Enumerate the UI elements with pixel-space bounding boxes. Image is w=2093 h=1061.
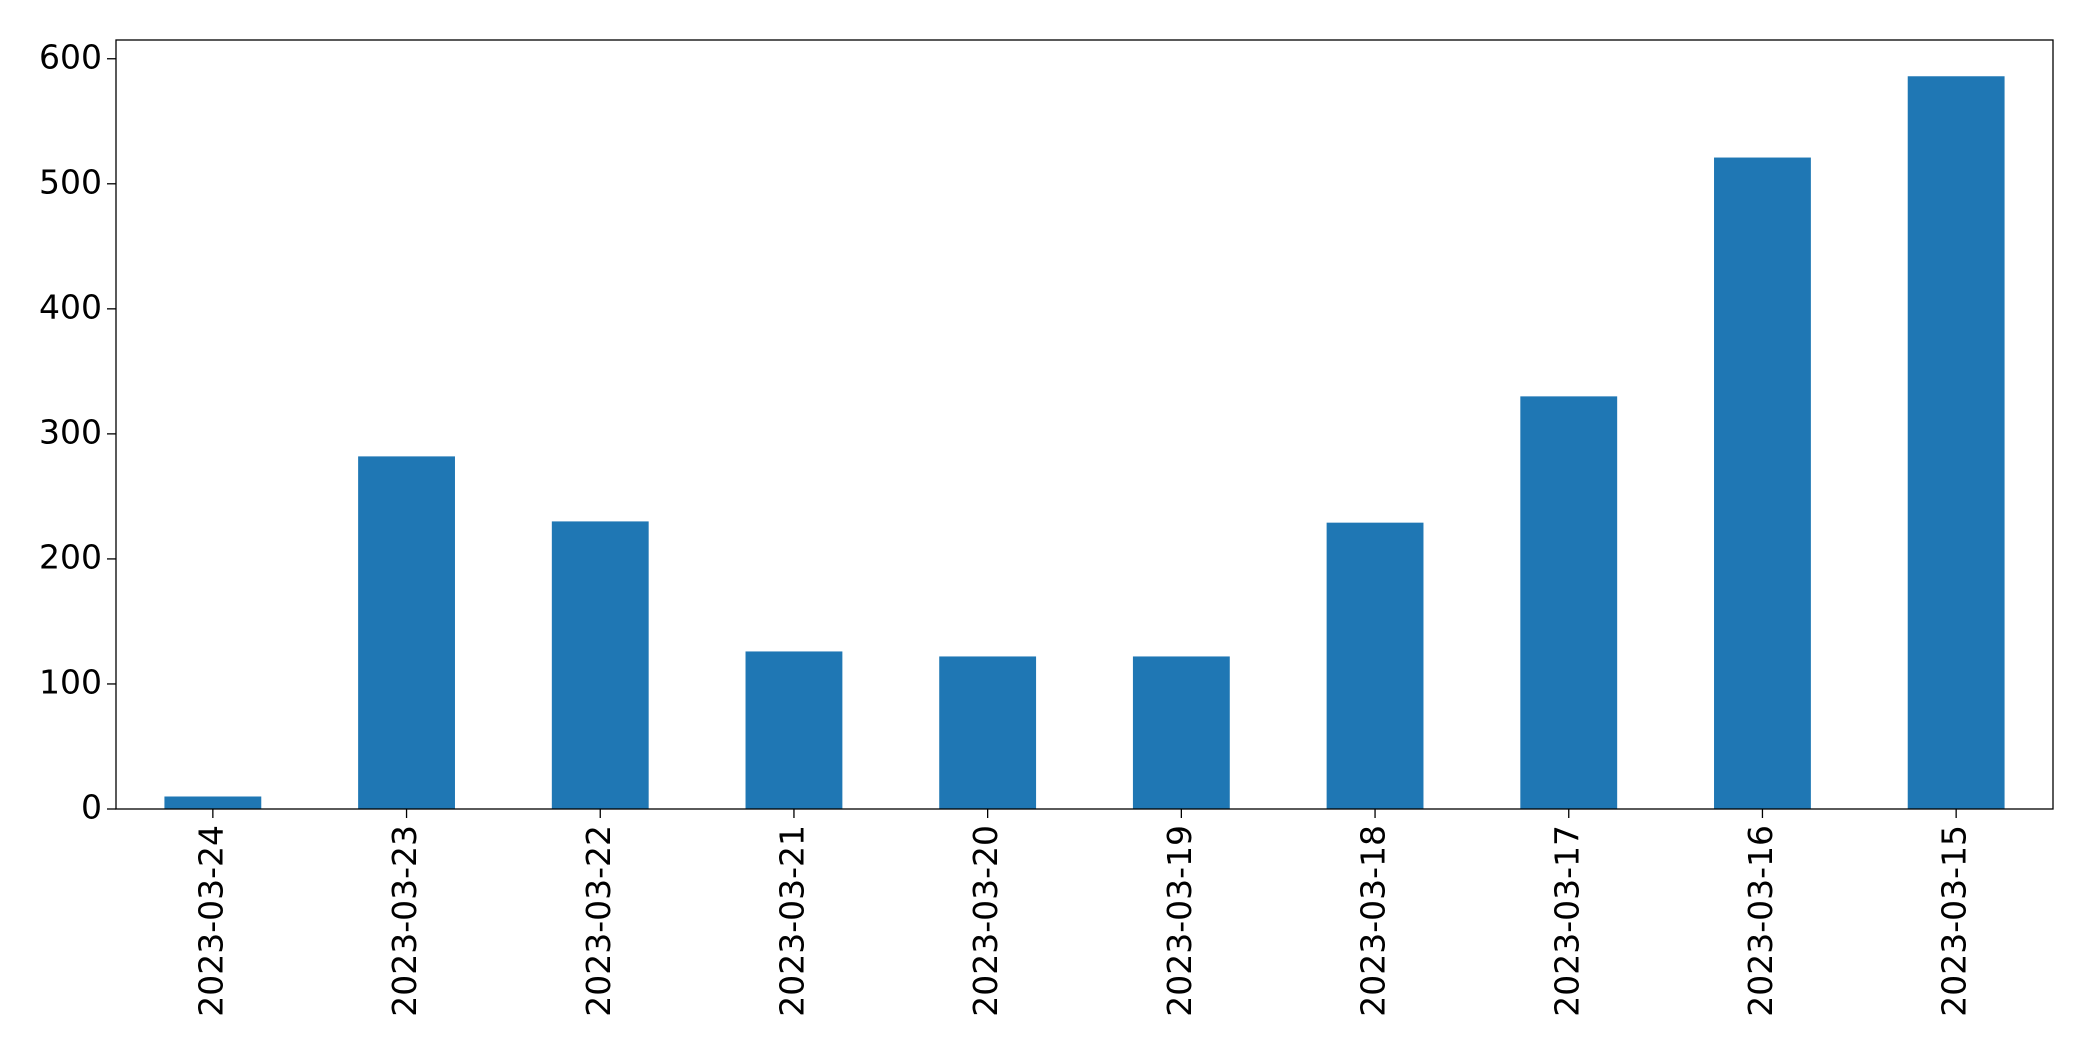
x-tick-label: 2023-03-24: [191, 825, 230, 1017]
bar: [1714, 157, 1811, 809]
bar: [1132, 656, 1230, 809]
bar: [551, 521, 649, 809]
bar: [1326, 522, 1424, 809]
y-tick-label: 300: [39, 412, 102, 451]
y-tick-label: 400: [39, 287, 102, 326]
y-tick-label: 500: [39, 162, 102, 201]
x-tick-label: 2023-03-16: [1741, 825, 1780, 1017]
y-tick-label: 600: [39, 37, 102, 76]
x-tick-label: 2023-03-23: [385, 825, 424, 1017]
bar: [1520, 396, 1618, 809]
x-tick-label: 2023-03-22: [579, 825, 618, 1017]
y-tick-label: 0: [81, 788, 102, 827]
x-tick-label: 2023-03-19: [1160, 825, 1199, 1017]
y-tick-label: 200: [39, 537, 102, 576]
plot-frame: [115, 39, 2054, 810]
bar: [358, 456, 455, 809]
x-tick-label: 2023-03-20: [966, 825, 1005, 1017]
bar: [164, 796, 262, 809]
bar: [745, 651, 843, 809]
x-tick-label: 2023-03-17: [1547, 825, 1586, 1017]
x-tick-label: 2023-03-21: [772, 825, 811, 1017]
bar: [1907, 76, 2005, 810]
x-tick-label: 2023-03-15: [1935, 825, 1974, 1017]
x-tick-label: 2023-03-18: [1354, 825, 1393, 1017]
bar: [939, 656, 1037, 809]
y-tick-label: 100: [39, 662, 102, 701]
